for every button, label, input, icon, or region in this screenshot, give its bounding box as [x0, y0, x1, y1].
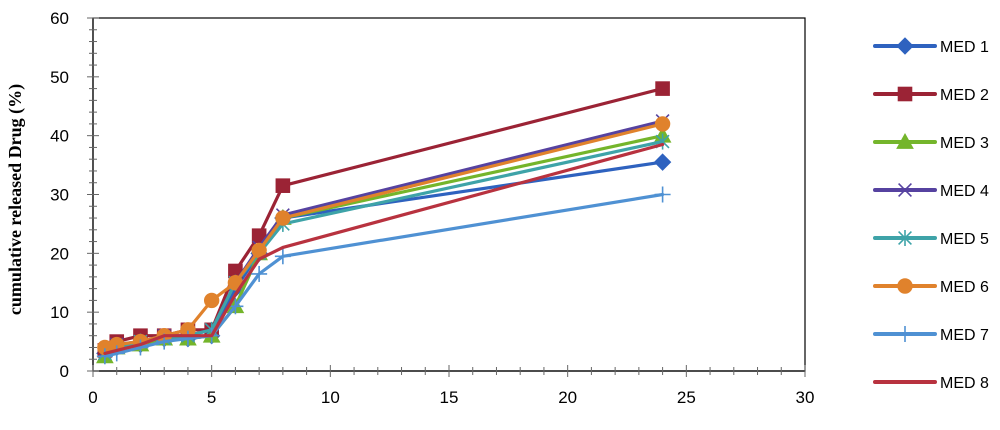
series-line	[103, 86, 665, 352]
y-tick-label: 10	[50, 303, 69, 322]
data-point	[896, 132, 914, 149]
legend-item: MED 6	[873, 278, 989, 296]
data-point	[896, 37, 914, 55]
y-tick-label: 50	[50, 68, 69, 87]
series-line	[103, 122, 665, 350]
x-tick-label: 5	[207, 388, 216, 407]
data-point	[251, 265, 268, 282]
legend-label: MED 1	[940, 39, 989, 56]
data-point	[654, 116, 671, 132]
legend-item: MED 5	[873, 230, 989, 248]
legend-item: MED 8	[873, 375, 989, 392]
legend-label: MED 6	[940, 279, 989, 296]
marker-stroke	[898, 183, 912, 197]
legend-item: MED 2	[873, 86, 989, 104]
axes: 0 10 20 30 40 50 60 0 5 10 15 20 25 30	[50, 9, 814, 407]
legend-label: MED 4	[940, 183, 989, 200]
series-line	[103, 142, 665, 355]
data-point	[179, 330, 196, 347]
x-tick-label: 25	[677, 388, 696, 407]
y-tick-label: 20	[50, 244, 69, 263]
data-point	[898, 230, 912, 246]
legend-label: MED 8	[940, 375, 989, 392]
y-axis-title: cumulative released Drug (%)	[5, 84, 26, 315]
data-point	[655, 81, 670, 96]
x-tick-label: 15	[440, 388, 459, 407]
y-tick-label: 60	[50, 9, 69, 28]
data-point	[96, 348, 113, 365]
legend-label: MED 7	[940, 327, 989, 344]
data-point	[653, 153, 672, 171]
data-point	[897, 86, 913, 102]
y-tick-label: 30	[50, 186, 69, 205]
data-point	[654, 186, 671, 203]
x-tick-label: 30	[796, 388, 815, 407]
legend-item: MED 3	[873, 132, 989, 152]
series-med-6	[97, 116, 671, 356]
legend: MED 1 MED 2 MED 3 MED 4 MED 5 MED 6 MED 7 MED 8	[873, 37, 989, 392]
legend-label: MED 5	[940, 231, 989, 248]
data-point	[274, 248, 291, 265]
y-tick-label: 40	[50, 127, 69, 146]
series-layer	[96, 81, 672, 365]
x-tick-label: 0	[88, 388, 97, 407]
data-point	[897, 278, 913, 294]
y-tick-label: 0	[60, 362, 69, 381]
legend-item: MED 4	[873, 183, 989, 200]
series-med-8	[103, 142, 665, 355]
legend-label: MED 2	[940, 87, 989, 104]
x-tick-label: 10	[321, 388, 340, 407]
data-point	[275, 210, 291, 226]
data-point	[275, 178, 291, 193]
data-point	[203, 292, 220, 309]
data-point	[898, 183, 912, 197]
legend-item: MED 7	[873, 326, 989, 344]
legend-item: MED 1	[873, 37, 989, 56]
legend-label: MED 3	[940, 135, 989, 152]
data-point	[897, 326, 913, 342]
x-tick-label: 20	[558, 388, 577, 407]
